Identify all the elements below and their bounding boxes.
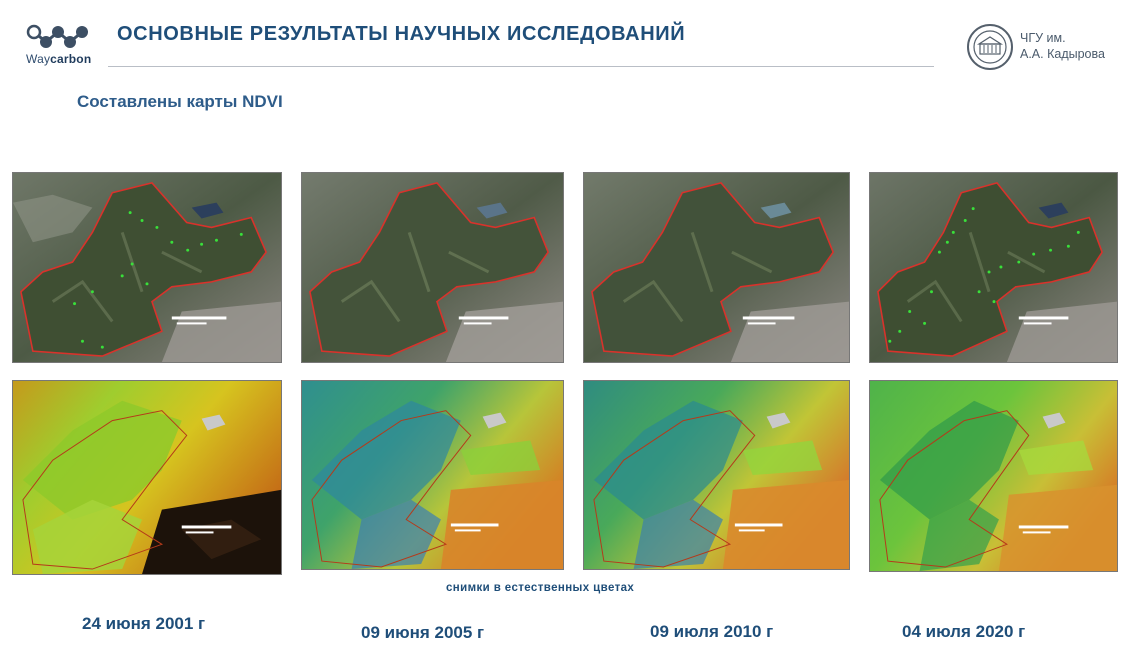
molecule-icon (26, 24, 88, 48)
date-label-2005: 09 июня 2005 г (361, 623, 485, 642)
title-divider (108, 66, 934, 67)
ndvi-map-2005 (301, 380, 564, 570)
ndvi-map-2020 (869, 380, 1118, 572)
section-subtitle: Составлены карты NDVI (77, 92, 283, 111)
date-label-2020: 04 июля 2020 г (902, 622, 1026, 641)
date-label-2010: 09 июля 2010 г (650, 622, 774, 641)
natural-color-caption: снимки в естественных цветах (446, 582, 635, 594)
satellite-image-2020 (869, 172, 1118, 363)
satellite-image-2001 (12, 172, 282, 363)
satellite-image-2005 (301, 172, 564, 363)
ndvi-map-2001 (12, 380, 282, 575)
logo-text: Waycarbon (26, 52, 92, 66)
ndvi-map-2010 (583, 380, 850, 570)
page-title: ОСНОВНЫЕ РЕЗУЛЬТАТЫ НАУЧНЫХ ИССЛЕДОВАНИЙ (117, 23, 686, 45)
university-line-1: ЧГУ им. (1020, 31, 1066, 45)
university-seal-icon (967, 24, 1013, 70)
university-line-2: А.А. Кадырова (1020, 47, 1105, 61)
satellite-image-2010 (583, 172, 850, 363)
university-name: ЧГУ им. А.А. Кадырова (1020, 30, 1105, 62)
waycarbon-logo: Waycarbon (22, 22, 102, 66)
date-label-2001: 24 июня 2001 г (82, 614, 206, 633)
